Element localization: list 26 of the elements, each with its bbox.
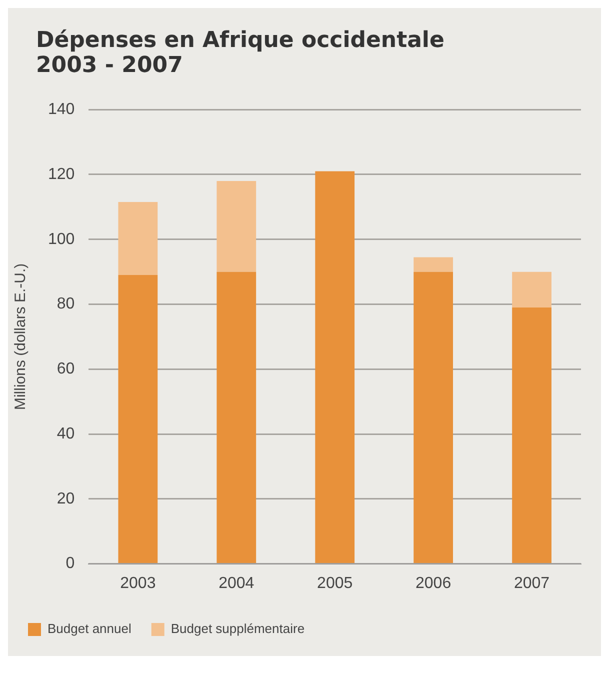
chart-title: Dépenses en Afrique occidentale 2003 - 2007 xyxy=(36,28,446,78)
legend-label: Budget annuel xyxy=(48,621,132,636)
x-tick-label: 2006 xyxy=(416,574,452,592)
bar xyxy=(118,202,158,276)
bar xyxy=(216,272,256,564)
y-tick-label: 80 xyxy=(56,296,75,313)
y-tick-label: 20 xyxy=(56,490,75,508)
y-tick-label: 120 xyxy=(48,166,75,183)
bar xyxy=(414,257,453,272)
bar xyxy=(216,180,256,272)
legend-label: Budget supplémentaire xyxy=(170,621,305,636)
y-axis-title: Millions (dollars E.-U.) xyxy=(12,263,30,410)
y-tick-label: 0 xyxy=(66,555,75,572)
x-tick-label: 2003 xyxy=(120,574,156,592)
y-tick-label: 140 xyxy=(48,101,75,118)
y-tick-label: 40 xyxy=(56,425,75,442)
x-tick-label: 2005 xyxy=(317,574,353,592)
x-tick-label: 2004 xyxy=(218,574,254,592)
y-tick-label: 60 xyxy=(56,360,75,378)
bar xyxy=(315,171,355,564)
bar xyxy=(512,272,552,308)
bar xyxy=(118,275,158,564)
x-tick-label: 2007 xyxy=(514,574,550,592)
bar xyxy=(512,308,552,564)
bar xyxy=(414,272,453,564)
y-tick-label: 100 xyxy=(48,230,75,248)
